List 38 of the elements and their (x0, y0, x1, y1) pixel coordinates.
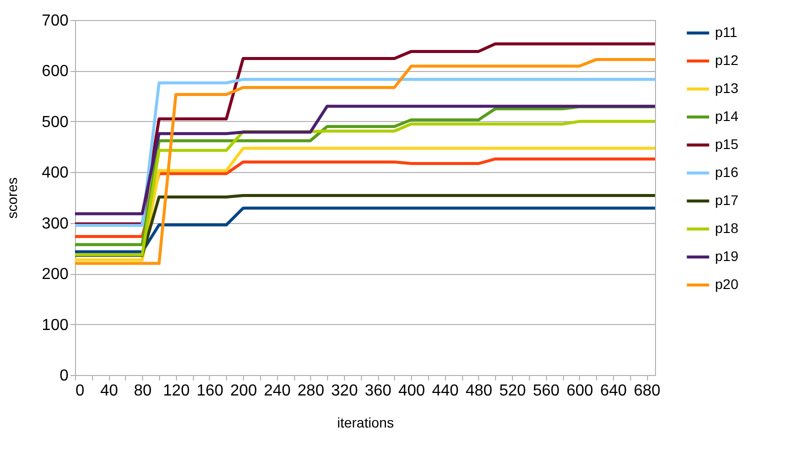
legend-label: p20 (715, 276, 739, 292)
y-tick-label: 600 (42, 63, 69, 80)
x-tick-label: 240 (264, 382, 291, 400)
y-tick-label: 0 (60, 368, 69, 384)
x-tick-label: 160 (196, 382, 224, 400)
x-tick-label: 40 (100, 382, 118, 400)
x-tick-label: 680 (634, 382, 661, 400)
x-tick-label: 440 (432, 382, 459, 400)
x-axis-title: iterations (337, 414, 394, 430)
x-tick-label: 80 (134, 382, 152, 400)
y-tick-label: 100 (42, 316, 69, 334)
x-tick-label: 120 (163, 382, 190, 400)
legend-label: p15 (715, 136, 739, 152)
y-tick-label: 700 (42, 12, 69, 30)
y-axis-title: scores (4, 177, 20, 219)
legend-label: p13 (715, 80, 739, 96)
y-tick-label: 400 (42, 164, 69, 182)
legend-label: p18 (715, 220, 739, 236)
legend-label: p12 (715, 52, 739, 68)
x-tick-label: 560 (532, 382, 560, 400)
legend-label: p11 (715, 24, 738, 40)
x-tick-label: 320 (331, 382, 358, 400)
x-tick-label: 640 (600, 382, 627, 400)
y-tick-label: 300 (42, 215, 69, 232)
y-tick-label: 200 (42, 266, 69, 284)
x-tick-label: 480 (466, 382, 492, 400)
legend-label: p17 (715, 192, 739, 208)
x-tick-label: 280 (298, 382, 324, 400)
x-tick-label: 600 (566, 382, 594, 400)
x-tick-label: 520 (499, 382, 526, 400)
x-tick-label: 360 (364, 382, 392, 400)
x-tick-label: 0 (76, 382, 84, 400)
x-tick-label: 200 (230, 382, 258, 400)
y-tick-label: 500 (42, 114, 69, 131)
x-tick-label: 400 (398, 382, 426, 400)
legend-label: p19 (715, 248, 739, 264)
legend-label: p14 (715, 108, 739, 124)
legend-label: p16 (715, 164, 739, 180)
